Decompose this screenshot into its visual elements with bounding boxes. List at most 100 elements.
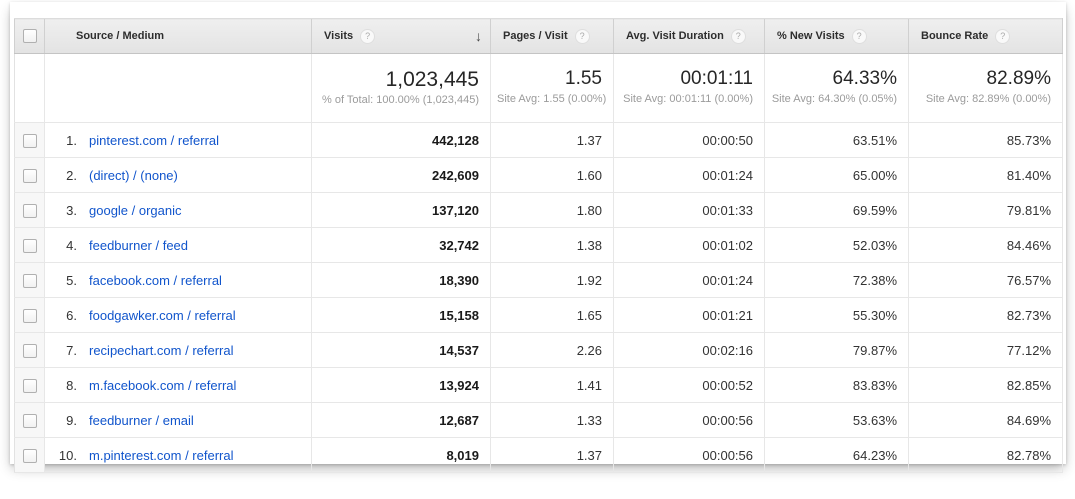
- sort-descending-icon[interactable]: ↓: [475, 28, 482, 44]
- source-medium-link[interactable]: (direct) / (none): [89, 167, 178, 183]
- row-checkbox-cell: [14, 192, 45, 228]
- table-row: 5. facebook.com / referral 18,390 1.92 00:01…: [14, 262, 1063, 298]
- pages-per-visit-value: 1.60: [490, 157, 614, 193]
- pages-per-visit-value: 1.80: [490, 192, 614, 228]
- visits-value: 15,158: [311, 297, 491, 333]
- help-icon[interactable]: ?: [851, 28, 867, 44]
- avg-visit-duration-value: 00:00:56: [613, 402, 765, 438]
- visits-value: 12,687: [311, 402, 491, 438]
- bounce-rate-value: 82.85%: [908, 367, 1063, 403]
- visits-value: 442,128: [311, 122, 491, 158]
- bounce-rate-value: 84.69%: [908, 402, 1063, 438]
- table-row: 3. google / organic 137,120 1.80 00:01:33 69.…: [14, 192, 1063, 228]
- row-checkbox[interactable]: [22, 448, 37, 463]
- column-header-bounce-rate[interactable]: Bounce Rate ?: [908, 18, 1063, 54]
- help-icon[interactable]: ?: [730, 28, 746, 44]
- bounce-rate-value: 84.46%: [908, 227, 1063, 263]
- row-checkbox-cell: [14, 262, 45, 298]
- column-header-avg-visit-duration[interactable]: Avg. Visit Duration ?: [613, 18, 765, 54]
- source-medium-link[interactable]: m.pinterest.com / referral: [89, 447, 234, 463]
- table-row: 4. feedburner / feed 32,742 1.38 00:01:02 52.…: [14, 227, 1063, 263]
- row-checkbox[interactable]: [22, 168, 37, 183]
- row-checkbox-cell: [14, 367, 45, 403]
- source-medium-cell: 3. google / organic: [44, 192, 312, 228]
- source-medium-cell: 8. m.facebook.com / referral: [44, 367, 312, 403]
- summary-pages-per-visit: 1.55 Site Avg: 1.55 (0.00%): [490, 53, 614, 123]
- table-header: Source / Medium Visits ? ↓ Pages / Visit…: [14, 18, 1063, 54]
- row-rank: 1.: [66, 132, 77, 148]
- visits-value: 18,390: [311, 262, 491, 298]
- help-icon[interactable]: ?: [574, 28, 590, 44]
- row-checkbox-cell: [14, 227, 45, 263]
- row-rank: 9.: [66, 412, 77, 428]
- summary-bounce-rate: 82.89% Site Avg: 82.89% (0.00%): [908, 53, 1063, 123]
- column-header-visits[interactable]: Visits ? ↓: [311, 18, 491, 54]
- table-row: 1. pinterest.com / referral 442,128 1.37 00:…: [14, 122, 1063, 158]
- pct-new-visits-value: 79.87%: [764, 332, 909, 368]
- avg-visit-duration-value: 00:01:21: [613, 297, 765, 333]
- pct-new-visits-value: 52.03%: [764, 227, 909, 263]
- visits-value: 32,742: [311, 227, 491, 263]
- row-checkbox[interactable]: [22, 273, 37, 288]
- row-checkbox-cell: [14, 332, 45, 368]
- source-medium-link[interactable]: feedburner / feed: [89, 237, 189, 253]
- visits-value: 137,120: [311, 192, 491, 228]
- row-checkbox[interactable]: [22, 413, 37, 428]
- pct-new-visits-value: 72.38%: [764, 262, 909, 298]
- source-medium-cell: 10. m.pinterest.com / referral: [44, 437, 312, 473]
- source-medium-cell: 2. (direct) / (none): [44, 157, 312, 193]
- table-row: 2. (direct) / (none) 242,609 1.60 00:01:24 65…: [14, 157, 1063, 193]
- row-checkbox-cell: [14, 402, 45, 438]
- source-medium-link[interactable]: facebook.com / referral: [89, 272, 222, 288]
- bounce-rate-value: 81.40%: [908, 157, 1063, 193]
- row-checkbox[interactable]: [22, 378, 37, 393]
- help-icon[interactable]: ?: [360, 28, 376, 44]
- row-rank: 5.: [66, 272, 77, 288]
- row-checkbox-cell: [14, 297, 45, 333]
- column-label: Source / Medium: [76, 30, 165, 42]
- summary-source-cell: [44, 53, 312, 123]
- source-medium-link[interactable]: google / organic: [89, 202, 182, 218]
- pct-new-visits-value: 69.59%: [764, 192, 909, 228]
- avg-visit-duration-value: 00:01:33: [613, 192, 765, 228]
- row-checkbox[interactable]: [22, 308, 37, 323]
- select-all-checkbox[interactable]: [22, 29, 37, 43]
- source-medium-link[interactable]: m.facebook.com / referral: [89, 377, 237, 393]
- summary-checkbox-cell: [14, 53, 45, 123]
- source-medium-link[interactable]: recipechart.com / referral: [89, 342, 234, 358]
- column-header-source-medium[interactable]: Source / Medium: [44, 18, 312, 54]
- source-medium-cell: 1. pinterest.com / referral: [44, 122, 312, 158]
- source-medium-link[interactable]: pinterest.com / referral: [89, 132, 220, 148]
- source-medium-cell: 6. foodgawker.com / referral: [44, 297, 312, 333]
- bounce-rate-value: 79.81%: [908, 192, 1063, 228]
- pct-new-visits-value: 64.23%: [764, 437, 909, 473]
- column-header-pages-per-visit[interactable]: Pages / Visit ?: [490, 18, 614, 54]
- row-rank: 4.: [66, 237, 77, 253]
- row-checkbox[interactable]: [22, 203, 37, 218]
- row-checkbox[interactable]: [22, 343, 37, 358]
- screenshot-sheet: Source / Medium Visits ? ↓ Pages / Visit…: [10, 2, 1066, 473]
- row-checkbox[interactable]: [22, 133, 37, 148]
- pages-per-visit-value: 1.65: [490, 297, 614, 333]
- visits-value: 8,019: [311, 437, 491, 473]
- row-checkbox[interactable]: [22, 238, 37, 253]
- column-header-pct-new-visits[interactable]: % New Visits ?: [764, 18, 909, 54]
- source-medium-link[interactable]: feedburner / email: [89, 412, 194, 428]
- visits-value: 242,609: [311, 157, 491, 193]
- visits-value: 14,537: [311, 332, 491, 368]
- pct-new-visits-value: 55.30%: [764, 297, 909, 333]
- source-medium-link[interactable]: foodgawker.com / referral: [89, 307, 236, 323]
- pct-new-visits-value: 65.00%: [764, 157, 909, 193]
- column-label: Bounce Rate: [921, 30, 989, 42]
- row-rank: 7.: [66, 342, 77, 358]
- pages-per-visit-value: 1.38: [490, 227, 614, 263]
- pct-new-visits-value: 83.83%: [764, 367, 909, 403]
- column-label: Avg. Visit Duration: [626, 30, 724, 42]
- pages-per-visit-value: 1.37: [490, 437, 614, 473]
- summary-pages-value: 1.55: [565, 68, 602, 90]
- table-row: 10. m.pinterest.com / referral 8,019 1.37 00…: [14, 437, 1063, 473]
- pages-per-visit-value: 1.33: [490, 402, 614, 438]
- pct-new-visits-value: 53.63%: [764, 402, 909, 438]
- help-icon[interactable]: ?: [995, 28, 1011, 44]
- row-checkbox-cell: [14, 437, 45, 473]
